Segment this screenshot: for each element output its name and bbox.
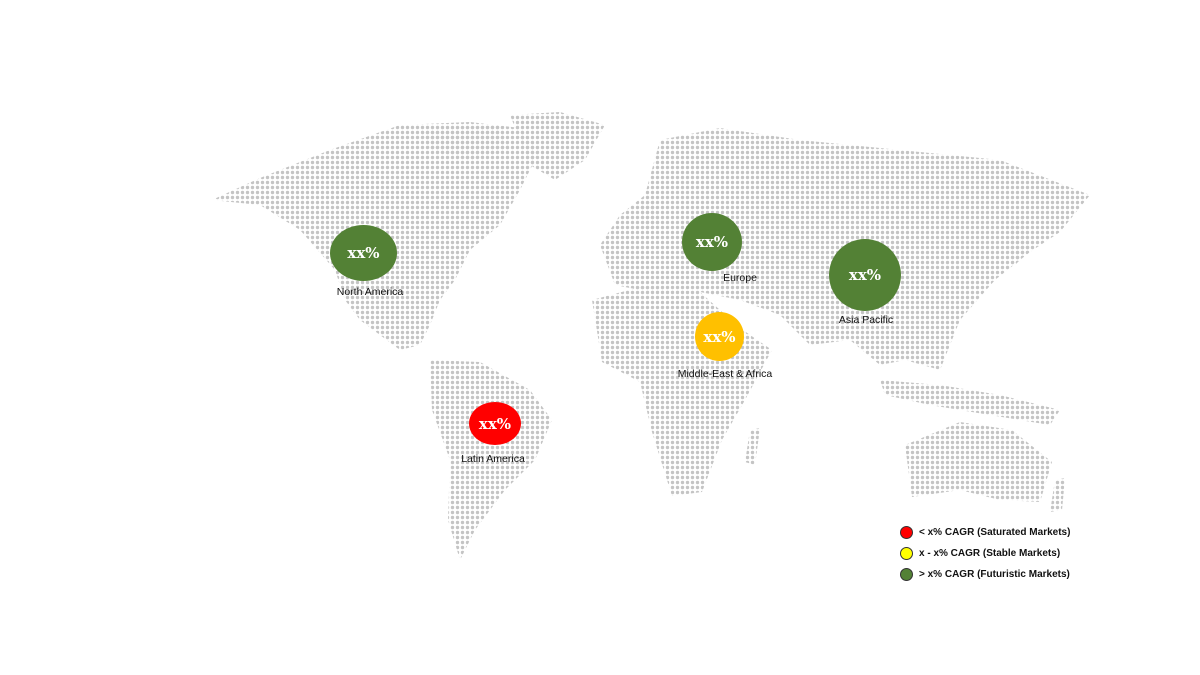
legend-label: x - x% CAGR (Stable Markets) (919, 548, 1061, 559)
bubble-europe: xx% (682, 213, 742, 271)
bubble-latin-america: xx% (469, 402, 521, 445)
legend: < x% CAGR (Saturated Markets) x - x% CAG… (900, 522, 1070, 585)
label-asia-pacific: Asia Pacific (838, 314, 894, 326)
label-north-america: North America (336, 286, 404, 298)
south-america-landmass (430, 360, 552, 560)
legend-red-dot (900, 526, 913, 539)
legend-label: < x% CAGR (Saturated Markets) (919, 527, 1071, 538)
value-north-america: xx% (347, 244, 380, 262)
canada-islands-landmass (420, 125, 510, 160)
legend-yellow-dot (900, 547, 913, 560)
value-latin-america: xx% (478, 414, 512, 433)
new-zealand-landmass (1050, 478, 1065, 512)
legend-item-saturated: < x% CAGR (Saturated Markets) (900, 522, 1070, 543)
bubble-middle-east-africa: xx% (695, 312, 744, 361)
africa-landmass (592, 287, 772, 496)
legend-green-dot (900, 568, 913, 581)
legend-item-futuristic: > x% CAGR (Futuristic Markets) (900, 564, 1070, 585)
indonesia-landmass (880, 380, 1060, 425)
label-latin-america: Latin America (461, 453, 525, 465)
legend-item-stable: x - x% CAGR (Stable Markets) (900, 543, 1070, 564)
value-europe: xx% (695, 233, 729, 251)
value-middle-east-africa: xx% (703, 327, 736, 346)
bubble-north-america: xx% (330, 225, 397, 281)
greenland-landmass (510, 112, 605, 180)
label-middle-east-africa: Middle-East & Africa (677, 368, 773, 380)
value-asia-pacific: xx% (848, 266, 882, 284)
japan-landmass (1008, 215, 1030, 265)
uk-landmass (640, 200, 660, 232)
bubble-asia-pacific: xx% (829, 239, 901, 311)
australia-landmass (905, 422, 1052, 502)
label-europe: Europe (723, 272, 757, 284)
madagascar-landmass (745, 428, 760, 465)
legend-label: > x% CAGR (Futuristic Markets) (919, 569, 1070, 580)
